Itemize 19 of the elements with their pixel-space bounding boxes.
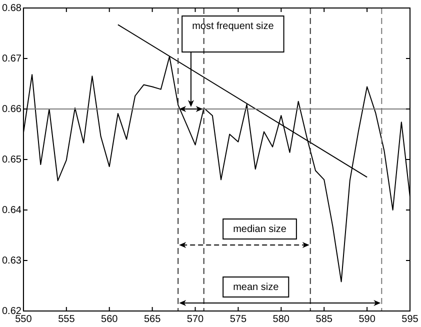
x-tick-label: 570 xyxy=(186,314,204,325)
annotation: mean size xyxy=(233,282,280,293)
y-tick-label: 0.68 xyxy=(2,2,22,14)
x-tick-label: 555 xyxy=(58,314,76,325)
x-tick-label: 595 xyxy=(402,314,419,325)
x-tick-label: 560 xyxy=(101,314,118,325)
y-tick-label: 0.65 xyxy=(2,154,22,166)
x-tick-label: 590 xyxy=(358,314,376,325)
x-tick-label: 580 xyxy=(272,314,290,325)
x-tick-label: 575 xyxy=(230,314,247,325)
x-tick-label: 585 xyxy=(316,314,333,325)
x-tick-label: 550 xyxy=(15,314,32,325)
annotation: median size xyxy=(233,224,287,235)
annotation: most frequent size xyxy=(192,20,274,32)
y-tick-label: 0.66 xyxy=(2,104,22,115)
y-tick-label: 0.67 xyxy=(2,53,22,64)
x-tick-label: 565 xyxy=(144,314,162,325)
y-tick-label: 0.63 xyxy=(2,255,22,266)
y-tick-label: 0.64 xyxy=(2,204,22,216)
